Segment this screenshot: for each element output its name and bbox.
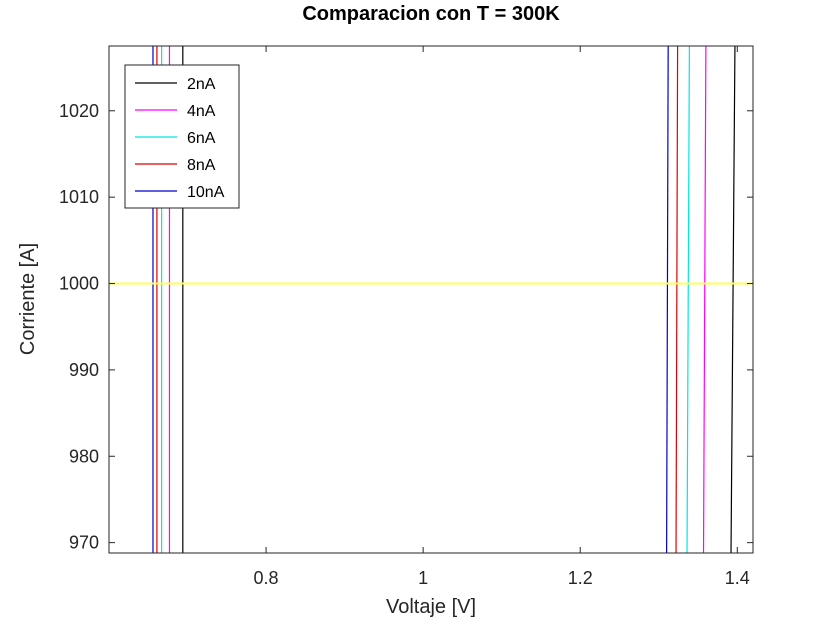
x-tick-label: 0.8 xyxy=(254,568,279,588)
y-tick-label: 1000 xyxy=(59,274,99,294)
legend-label-2na: 2nA xyxy=(187,76,216,93)
series-line-2na-2 xyxy=(730,46,736,553)
y-tick-label: 1010 xyxy=(59,187,99,207)
y-tick-label: 1020 xyxy=(59,101,99,121)
y-tick-label: 980 xyxy=(69,446,99,466)
x-axis-label: Voltaje [V] xyxy=(386,596,476,618)
y-axis-label: Corriente [A] xyxy=(17,243,39,355)
series-line-8na-2 xyxy=(675,46,679,553)
legend: 2nA 4nA 6nA 8nA 10nA xyxy=(124,64,240,209)
legend-label-4na: 4nA xyxy=(187,103,216,120)
y-tick-label: 990 xyxy=(69,360,99,380)
x-tick-label: 1.2 xyxy=(568,568,593,588)
x-tick-label: 1 xyxy=(418,568,428,588)
axes: 0.8 1 1.2 1.4 970 980 990 1000 1010 1020 xyxy=(59,45,754,588)
series-line-4na-2 xyxy=(702,46,707,553)
x-tick-label: 1.4 xyxy=(725,568,750,588)
legend-label-6na: 6nA xyxy=(187,130,216,147)
plot-frame xyxy=(108,45,754,554)
legend-label-8na: 8nA xyxy=(187,157,216,174)
legend-label-10na: 10nA xyxy=(187,184,225,201)
plot-series xyxy=(109,46,753,553)
chart-title: Comparacion con T = 300K xyxy=(302,3,560,25)
y-tick-label: 970 xyxy=(69,533,99,553)
series-line-6na-2 xyxy=(686,46,690,553)
series-line-10na-2 xyxy=(666,46,669,553)
